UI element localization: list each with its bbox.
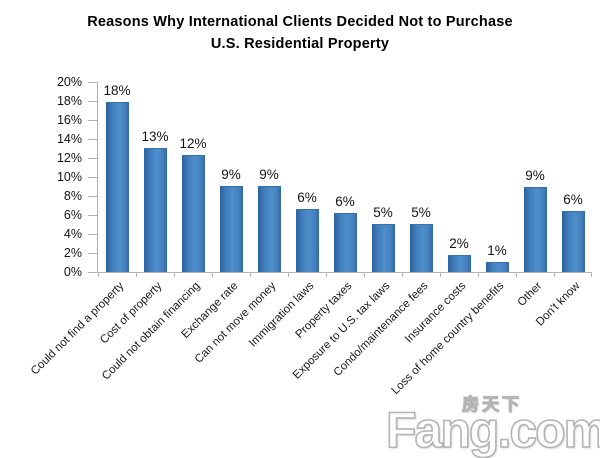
x-tick-mark: [516, 272, 517, 277]
y-tick-mark: [88, 82, 97, 83]
bar-1: [105, 101, 129, 272]
x-tick-mark: [591, 272, 592, 277]
y-tick-mark: [88, 158, 97, 159]
bar-3: [181, 155, 205, 272]
y-tick-mark: [88, 101, 97, 102]
x-tick-mark: [478, 272, 479, 277]
category-label: Property taxes: [293, 280, 355, 341]
y-tick-label: 0%: [63, 265, 82, 279]
y-tick-mark: [88, 234, 97, 235]
x-tick-mark: [402, 272, 403, 277]
x-tick-mark: [554, 272, 555, 277]
bar-value-label: 13%: [141, 128, 169, 144]
bar-4: [219, 186, 243, 272]
bar-value-label: 18%: [103, 82, 131, 98]
watermark-latin-text: Fang.com: [385, 396, 600, 458]
x-tick-mark: [326, 272, 327, 277]
x-tick-mark: [440, 272, 441, 277]
y-tick-label: 4%: [63, 227, 82, 241]
bar-value-label: 12%: [179, 136, 207, 152]
bar-13: [561, 211, 585, 272]
y-tick-label: 8%: [63, 189, 82, 203]
y-tick-label: 12%: [56, 151, 82, 165]
chart-title-line2: U.S. Residential Property: [210, 36, 390, 52]
category-label: Can not move money: [192, 280, 279, 366]
y-tick-label: 6%: [63, 208, 82, 222]
bar-value-label: 6%: [335, 194, 355, 210]
y-tick-mark: [88, 272, 97, 273]
watermark-chinese-text: 房天下: [462, 395, 522, 415]
y-tick-mark: [88, 177, 97, 178]
chart-title: Reasons Why International Clients Decide…: [0, 11, 600, 55]
bar-value-label: 5%: [411, 205, 431, 221]
bar-9: [409, 224, 433, 272]
x-tick-mark: [364, 272, 365, 277]
category-label: Exposure to U.S. tax laws: [290, 280, 393, 382]
y-tick-label: 2%: [63, 246, 82, 260]
bar-value-label: 9%: [221, 167, 241, 183]
y-tick-label: 10%: [56, 170, 82, 184]
bar-7: [333, 213, 357, 272]
bar-value-label: 1%: [487, 243, 507, 259]
x-tick-mark: [288, 272, 289, 277]
y-tick-label: 14%: [56, 132, 82, 146]
category-label: Could not obtain financing: [99, 280, 203, 383]
bar-12: [523, 187, 547, 272]
bar-value-label: 5%: [373, 204, 393, 220]
category-label: Could not find a property: [28, 280, 127, 378]
y-tick-mark: [88, 139, 97, 140]
chart-title-line1: Reasons Why International Clients Decide…: [87, 14, 513, 30]
y-tick-mark: [88, 196, 97, 197]
x-tick-mark: [250, 272, 251, 277]
y-tick-mark: [88, 215, 97, 216]
y-axis: 0% 2% 4% 6% 8% 10% 12% 14% 16% 18% 20%: [0, 75, 97, 279]
y-tick-mark: [88, 253, 97, 254]
x-tick-mark: [212, 272, 213, 277]
bar-5: [257, 186, 281, 272]
category-label: Immigration laws: [246, 280, 317, 350]
bar-value-label: 9%: [259, 167, 279, 183]
category-label: Exchange rate: [179, 280, 241, 341]
y-tick-label: 20%: [56, 75, 82, 89]
x-tick-mark: [174, 272, 175, 277]
category-label: Cost of property: [98, 280, 165, 347]
y-tick-label: 18%: [56, 94, 82, 108]
bar-value-label: 9%: [525, 168, 545, 184]
bar-value-label: 2%: [449, 235, 469, 251]
bar-8: [371, 223, 395, 272]
bar-value-label: 6%: [563, 192, 583, 208]
bar-10: [447, 254, 471, 272]
plot-area: 18% 13% 12% 9% 9% 6% 6% 5% 5% 2% 1% 9% 6%: [97, 82, 592, 277]
bar-2: [143, 147, 167, 272]
y-tick-mark: [88, 120, 97, 121]
watermark-tld: .com: [497, 401, 600, 458]
bar-6: [295, 209, 319, 272]
y-tick-label: 16%: [56, 113, 82, 127]
bar-11: [485, 262, 509, 272]
x-tick-mark: [136, 272, 137, 277]
x-tick-mark: [98, 272, 99, 277]
bar-value-label: 6%: [297, 190, 317, 206]
fang-com-watermark-logo: Fang.com 房天下: [385, 390, 600, 458]
watermark-fang: Fang: [385, 401, 500, 458]
